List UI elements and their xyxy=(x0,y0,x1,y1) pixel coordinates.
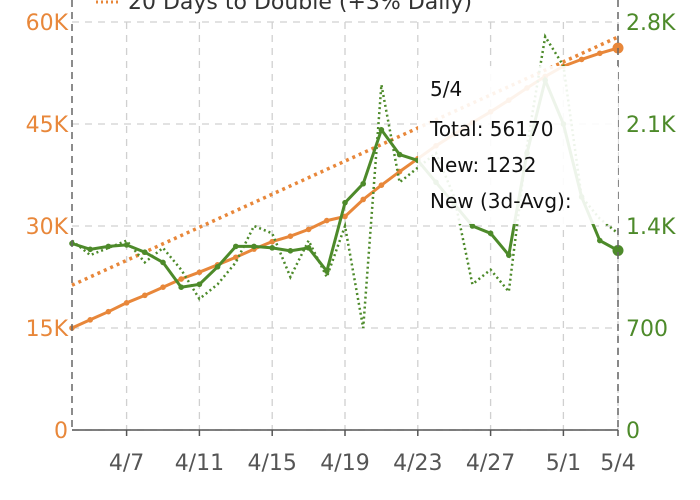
left-tick-label: 60K xyxy=(26,11,69,36)
series-0-point xyxy=(178,276,184,282)
series-3-point xyxy=(612,244,624,256)
x-tick-label: 5/4 xyxy=(600,451,635,476)
left-tick-label: 45K xyxy=(26,113,69,138)
series-3-point xyxy=(233,243,239,250)
x-tick-label: 4/15 xyxy=(247,451,296,476)
series-3-point xyxy=(287,247,294,254)
series-3-point xyxy=(178,284,184,291)
x-tick-label: 4/19 xyxy=(320,451,369,476)
series-0-point xyxy=(160,284,166,291)
series-3-point xyxy=(342,199,348,206)
series-3-point xyxy=(324,268,330,274)
axes-layer: 0 0 15K 700 30K 1.4K 45K 2.1K 60K 2.8K 4/7 4/11 4/15… xyxy=(26,0,676,476)
series-3-point xyxy=(597,237,603,244)
series-0-point xyxy=(123,300,130,306)
series-0-point xyxy=(360,196,367,203)
x-tick-label: 4/23 xyxy=(393,451,442,476)
series-3-point xyxy=(160,259,166,266)
tooltip-background xyxy=(418,66,618,224)
series-3-point xyxy=(123,242,130,248)
series-0-point xyxy=(87,317,93,323)
right-tick-label: 0 xyxy=(626,419,640,444)
series-3-point xyxy=(506,252,512,258)
series-3-point xyxy=(196,281,203,288)
series-3-point xyxy=(251,243,257,250)
series-0-point xyxy=(342,213,348,220)
tooltip-line-total: Total: 56170 xyxy=(429,117,553,141)
tooltip-line-new: New: 1232 xyxy=(430,153,537,177)
series-0-point xyxy=(324,217,330,224)
right-tick-label: 700 xyxy=(626,317,668,342)
series-0-point xyxy=(597,50,603,57)
series-3-point xyxy=(214,264,221,270)
left-tick-label: 30K xyxy=(26,215,69,240)
series-3-point xyxy=(105,243,112,250)
series-0-point xyxy=(305,226,312,233)
x-tick-label: 4/7 xyxy=(109,451,144,476)
series-3-point xyxy=(142,249,148,256)
right-tick-label: 1.4K xyxy=(626,215,676,240)
tooltip: 5/4 Total: 56170 New: 1232 New (3d-Avg): xyxy=(418,66,618,224)
tooltip-line-new-avg: New (3d-Avg): xyxy=(430,189,572,213)
series-0-point xyxy=(269,238,276,245)
series-3-point xyxy=(269,245,276,251)
x-tick-label: 4/27 xyxy=(466,451,515,476)
left-tick-label: 0 xyxy=(54,419,68,444)
series-3-point xyxy=(487,230,494,237)
series-3-point xyxy=(378,127,385,133)
series-3-point xyxy=(87,246,93,253)
series-0-point xyxy=(233,254,239,261)
series-0-point xyxy=(578,56,585,63)
right-tick-label: 2.1K xyxy=(626,113,676,138)
series-3-point xyxy=(305,245,312,251)
series-0-point xyxy=(196,269,203,276)
series-0-point xyxy=(378,182,385,188)
x-tick-label: 4/11 xyxy=(175,451,224,476)
series-0-point xyxy=(287,233,294,239)
left-tick-label: 15K xyxy=(26,317,69,342)
right-tick-label: 2.8K xyxy=(626,11,676,36)
series-0-point xyxy=(142,292,148,299)
legend: 20 Days to Double (+3% Daily) xyxy=(96,0,472,15)
series-3-point xyxy=(396,151,403,158)
series-3-point xyxy=(360,180,367,187)
x-tick-label: 5/1 xyxy=(546,451,581,476)
tooltip-title: 5/4 xyxy=(430,77,462,101)
legend-label: 20 Days to Double (+3% Daily) xyxy=(128,0,472,15)
series-0-point xyxy=(105,308,112,315)
series-3-point xyxy=(469,223,476,229)
